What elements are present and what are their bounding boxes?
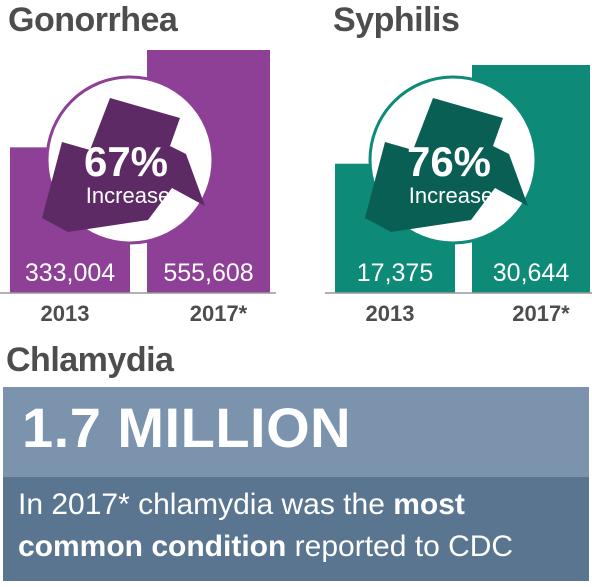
chlamydia-caption: In 2017* chlamydia was the most common c… xyxy=(18,484,584,568)
gonorrhea-title: Gonorrhea xyxy=(8,1,178,39)
category-label-2013: 2013 xyxy=(366,301,415,326)
value-label-2013: 17,375 xyxy=(357,259,433,287)
category-label-2017: 2017* xyxy=(512,301,570,326)
percent-label: 67% xyxy=(84,138,168,185)
chlamydia-big-number: 1.7 MILLION xyxy=(22,396,352,459)
increase-arrow xyxy=(42,98,205,232)
category-label-2013: 2013 xyxy=(41,301,90,326)
chlamydia-caption-band xyxy=(3,477,589,581)
category-label-2017: 2017* xyxy=(190,301,248,326)
increase-arrow xyxy=(365,98,528,232)
gonorrhea-chart: 67%Increase 333,004 555,608 2013 2017* xyxy=(0,50,276,326)
value-label-2013: 333,004 xyxy=(25,259,115,287)
syphilis-chart: 76%Increase 17,375 30,644 2013 2017* xyxy=(325,65,592,326)
chlamydia-title: Chlamydia xyxy=(6,341,174,379)
increase-label: Increase xyxy=(86,183,170,208)
increase-label: Increase xyxy=(409,183,493,208)
caption-part-2: reported to CDC xyxy=(286,530,514,563)
caption-part-1: In 2017* chlamydia was the xyxy=(18,488,394,521)
percent-label: 76% xyxy=(407,138,491,185)
syphilis-title: Syphilis xyxy=(333,1,460,39)
value-label-2017: 555,608 xyxy=(163,259,253,287)
chlamydia-number-band xyxy=(3,387,589,477)
caption-bold: most common condition xyxy=(18,488,465,563)
value-label-2017: 30,644 xyxy=(493,259,570,287)
